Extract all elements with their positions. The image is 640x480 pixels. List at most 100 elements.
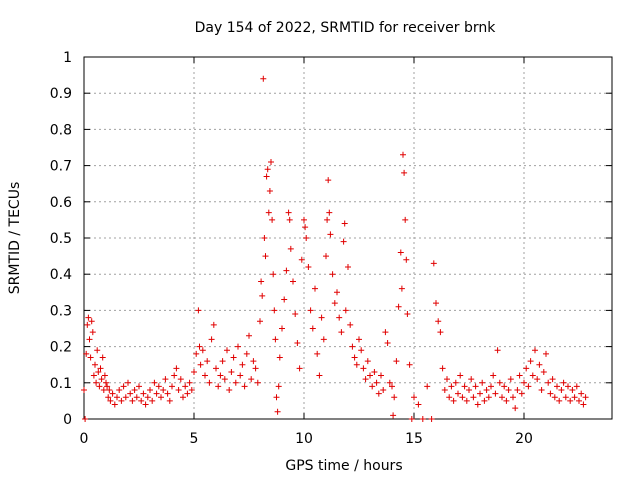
- data-point: [441, 387, 448, 394]
- data-point: [301, 216, 307, 223]
- data-point: [155, 383, 162, 390]
- data-point: [160, 387, 167, 394]
- data-point: [538, 387, 545, 394]
- x-tick-label: 5: [190, 431, 199, 447]
- data-point: [144, 394, 151, 401]
- data-point: [556, 397, 563, 404]
- plot-frame: [83, 56, 613, 420]
- data-point: [305, 263, 312, 270]
- data-point: [532, 347, 538, 354]
- y-axis-label: SRMTID / TECUs: [7, 182, 23, 295]
- data-point: [529, 372, 536, 379]
- data-point: [329, 271, 336, 278]
- data-point: [474, 401, 481, 408]
- data-point: [459, 394, 466, 401]
- data-point: [294, 339, 301, 346]
- data-point: [270, 271, 277, 278]
- data-point: [494, 347, 501, 354]
- data-point: [547, 390, 554, 397]
- data-point: [116, 387, 123, 394]
- data-point: [283, 267, 290, 274]
- data-point: [402, 216, 409, 223]
- data-point: [331, 300, 338, 307]
- data-point: [560, 379, 567, 386]
- data-point: [353, 361, 360, 368]
- x-tick-label: 20: [515, 431, 533, 447]
- data-point: [580, 401, 587, 408]
- data-point: [521, 379, 527, 386]
- y-tick-label: 1: [63, 50, 72, 66]
- data-point: [184, 390, 191, 397]
- data-point: [100, 387, 107, 394]
- data-point: [543, 350, 549, 357]
- data-point: [98, 376, 105, 383]
- data-point: [272, 336, 279, 343]
- data-point: [171, 372, 178, 379]
- data-point: [169, 383, 175, 390]
- data-point: [408, 416, 415, 422]
- data-point: [444, 376, 450, 383]
- data-point: [232, 379, 239, 386]
- data-point: [582, 394, 589, 401]
- data-point: [411, 394, 417, 401]
- y-tick-label: 0.1: [50, 376, 72, 392]
- data-point: [281, 296, 288, 303]
- data-point: [175, 387, 182, 394]
- data-point: [565, 383, 571, 390]
- data-point: [364, 358, 371, 365]
- data-point: [466, 387, 472, 394]
- data-point: [290, 278, 296, 285]
- data-point: [371, 368, 378, 375]
- data-point: [263, 173, 270, 180]
- data-point: [99, 354, 106, 361]
- data-point: [499, 394, 505, 401]
- data-point: [97, 365, 104, 372]
- data-point: [510, 394, 516, 401]
- data-point: [435, 318, 442, 325]
- data-point: [516, 372, 523, 379]
- data-point: [111, 401, 118, 408]
- data-point: [164, 390, 171, 397]
- data-point: [540, 368, 547, 375]
- y-tick-label: 0.4: [50, 267, 72, 283]
- data-point: [433, 300, 439, 307]
- data-point: [403, 256, 410, 263]
- data-point: [358, 347, 365, 354]
- data-point: [206, 379, 213, 386]
- data-point: [266, 187, 273, 194]
- data-point: [573, 383, 580, 390]
- data-point: [260, 75, 267, 82]
- data-point: [347, 321, 354, 328]
- data-point: [390, 412, 397, 419]
- data-point: [166, 397, 173, 404]
- data-point: [228, 368, 235, 375]
- data-point: [461, 383, 468, 390]
- data-point: [127, 390, 134, 397]
- data-point: [391, 394, 398, 401]
- data-point: [274, 408, 281, 415]
- data-point: [367, 372, 373, 379]
- data-point: [302, 224, 309, 231]
- data-point: [193, 350, 200, 357]
- data-point: [384, 339, 391, 346]
- data-point: [208, 336, 215, 343]
- data-point: [86, 336, 93, 343]
- data-point: [140, 390, 147, 397]
- data-point: [507, 376, 514, 383]
- data-point: [345, 263, 351, 270]
- data-point: [210, 321, 217, 328]
- data-point: [490, 372, 497, 379]
- data-point: [576, 397, 582, 404]
- data-point: [477, 390, 483, 397]
- data-point: [268, 158, 274, 165]
- data-point: [96, 383, 103, 390]
- data-point: [380, 387, 387, 394]
- data-point: [235, 343, 241, 350]
- data-point: [142, 401, 149, 408]
- data-point: [286, 216, 293, 223]
- x-tick-labels: 0 5 10 15 20: [80, 431, 533, 447]
- data-point: [479, 379, 486, 386]
- data-point: [287, 245, 294, 252]
- data-point: [173, 365, 180, 372]
